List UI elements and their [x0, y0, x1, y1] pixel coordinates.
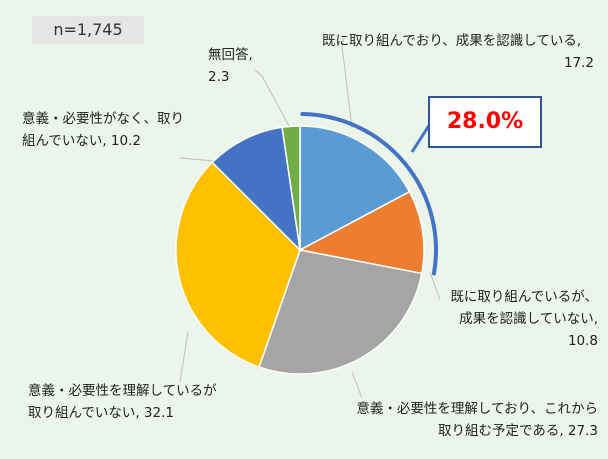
highlight-connector	[410, 123, 432, 153]
label-slice-2-line2: 成果を認識していない,	[459, 311, 598, 327]
label-slice-5-line1: 意義・必要性がなく、取り	[22, 111, 184, 127]
leader-line-2	[429, 271, 441, 301]
label-slice-1-value: 17.2	[563, 55, 594, 71]
label-slice-4: 意義・必要性を理解しているが 取り組んでいない, 32.1	[28, 380, 278, 424]
pie-slice-2	[297, 190, 425, 275]
label-slice-2-line1: 既に取り組んでいるが、	[450, 289, 598, 305]
label-slice-3-line2: 取り組む予定である, 27.3	[437, 423, 598, 439]
label-slice-1: 既に取り組んでおり、成果を認識している, 17.2	[322, 30, 594, 74]
highlight-total-box: 28.0%	[428, 96, 542, 148]
label-slice-6-line2: 2.3	[208, 69, 230, 85]
label-slice-2: 既に取り組んでいるが、 成果を認識していない, 10.8	[440, 286, 598, 352]
leader-line-1	[341, 37, 353, 129]
label-slice-5: 意義・必要性がなく、取り 組んでいない, 10.2	[22, 108, 222, 152]
label-slice-3-line1: 意義・必要性を理解しており、これから	[356, 401, 598, 417]
highlight-arc	[300, 112, 438, 276]
pie-slice-6	[281, 125, 301, 251]
leader-line-6	[254, 69, 290, 127]
leader-line-3	[351, 371, 363, 399]
label-slice-4-line2: 取り組んでいない, 32.1	[28, 405, 174, 421]
label-slice-2-value: 10.8	[567, 333, 598, 349]
pie-slice-4	[175, 161, 301, 369]
label-slice-4-line1: 意義・必要性を理解しているが	[28, 383, 217, 399]
sample-size-label: n=1,745	[32, 16, 144, 44]
label-slice-6: 無回答, 2.3	[208, 44, 288, 88]
pie-slice-1	[299, 125, 411, 252]
pie-slice-5	[211, 126, 302, 253]
pie-slice-3	[258, 249, 423, 375]
label-slice-3: 意義・必要性を理解しており、これから 取り組む予定である, 27.3	[340, 398, 598, 442]
label-slice-6-line1: 無回答,	[208, 47, 253, 63]
label-slice-1-name: 既に取り組んでおり、成果を認識している,	[322, 33, 582, 49]
label-slice-5-line2: 組んでいない, 10.2	[22, 133, 141, 149]
leader-line-4	[179, 331, 189, 383]
